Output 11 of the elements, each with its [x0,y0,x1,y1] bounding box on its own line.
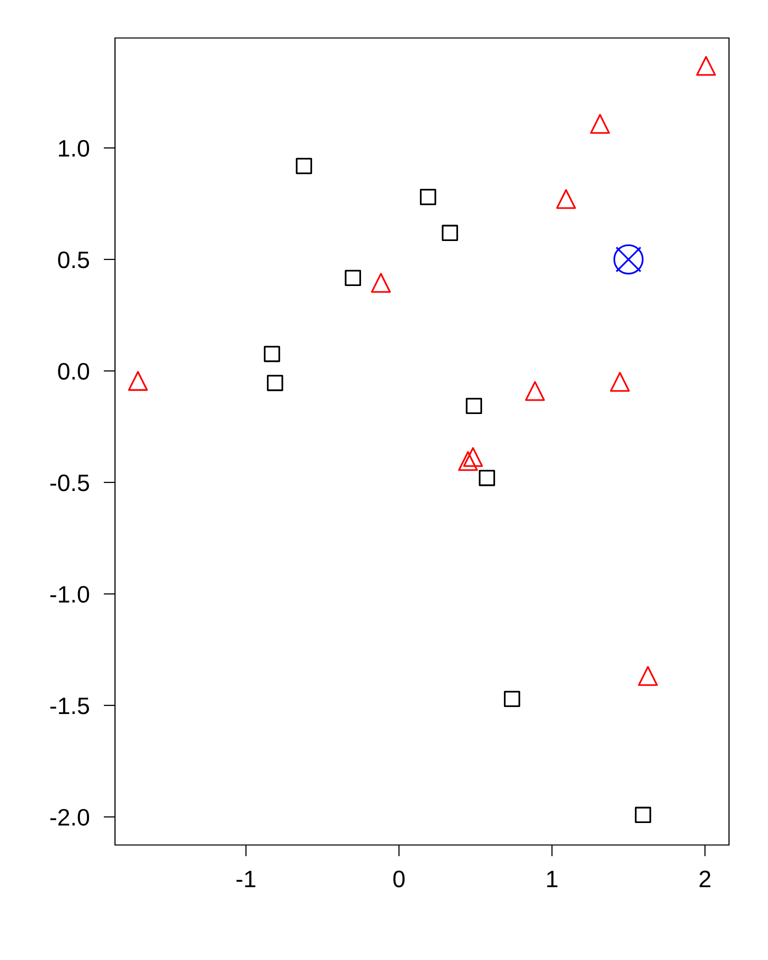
x-tick-label: 2 [700,870,710,888]
y-tick-label: -0.5 [50,474,90,492]
y-tick-label: 0.0 [58,362,90,380]
x-tick-label: -1 [236,870,256,888]
y-tick-label: 1.0 [58,140,90,157]
y-tick-label: -1.5 [50,698,90,714]
y-tick-label: -2.0 [50,808,90,826]
y-tick-label: 0.5 [58,251,90,268]
x-tick-label: 1 [547,870,558,888]
y-tick-label: -1.0 [50,586,90,603]
x-tick-label: 0 [393,870,405,888]
